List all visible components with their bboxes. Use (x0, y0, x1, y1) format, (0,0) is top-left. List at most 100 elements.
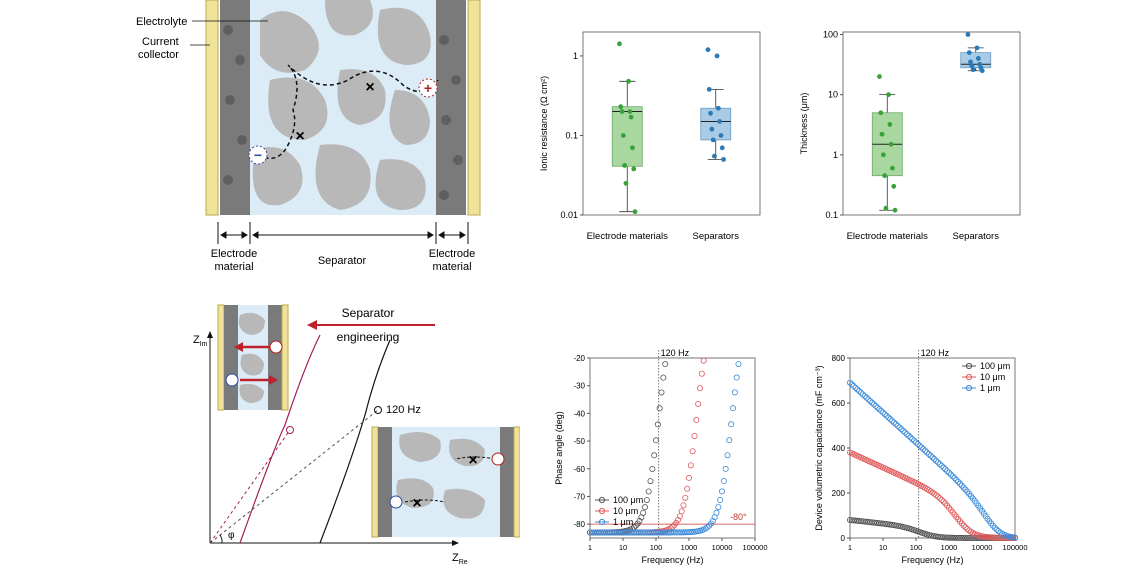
vline-label: 120 Hz (921, 348, 950, 358)
data-point (918, 444, 925, 451)
data-point (731, 389, 738, 396)
data-point (702, 525, 709, 532)
data-point (929, 454, 936, 461)
y-tick-label: 0.1 (825, 210, 838, 220)
data-point (958, 482, 965, 489)
thick-device-inset: × × (371, 426, 521, 538)
y-tick-label: 600 (832, 399, 846, 408)
data-point (630, 145, 635, 151)
y-tick-label: 1 (573, 51, 578, 61)
data-point (712, 153, 717, 159)
data-point (958, 520, 965, 527)
data-point (962, 486, 969, 493)
data-point (940, 464, 947, 471)
data-point (626, 78, 631, 84)
electrode-right (436, 0, 466, 215)
data-point (662, 361, 669, 368)
data-point (947, 471, 954, 478)
data-point (706, 522, 713, 529)
hline-label: -80° (730, 512, 747, 522)
data-point (894, 422, 901, 429)
negative-ion-sign: − (254, 147, 262, 163)
data-point (883, 412, 890, 419)
data-point (691, 432, 698, 439)
plot-frame (842, 31, 1021, 216)
data-point (627, 109, 633, 114)
data-point (951, 475, 958, 482)
data-point (882, 173, 888, 179)
data-point (890, 165, 895, 171)
current-collector-left (205, 0, 219, 216)
data-point (617, 41, 622, 47)
data-point (902, 429, 909, 436)
data-point (970, 67, 976, 73)
y-axis-label: Device volumetric capacitance (mF cm⁻³) (814, 365, 824, 530)
legend-swatch-marker (965, 373, 973, 381)
x-axis-label: Frequency (Hz) (901, 555, 963, 565)
legend-label: 100 μm (980, 361, 1010, 371)
legend-swatch-marker (598, 507, 606, 515)
data-point (993, 526, 1000, 533)
data-point (900, 427, 907, 434)
y-tick-label: 0 (841, 534, 846, 543)
data-point (619, 109, 625, 114)
data-point (632, 209, 638, 215)
label-material-right: material (432, 261, 471, 273)
data-point (718, 488, 725, 495)
bottom-schematic: ZIm ZRe 120 Hz φ Separator engineering (190, 295, 521, 570)
data-point (631, 166, 637, 172)
data-point (726, 437, 733, 444)
data-point (656, 405, 663, 412)
data-point (975, 56, 981, 61)
data-point (710, 137, 716, 143)
x-tick-label: Electrode materials (847, 231, 929, 242)
negative-ion (248, 145, 268, 165)
data-point (709, 126, 715, 132)
data-point (706, 86, 712, 92)
y-tick-label: 800 (832, 354, 846, 363)
data-point (852, 384, 859, 391)
data-point (955, 478, 962, 485)
box-body (611, 106, 643, 167)
data-point (620, 133, 626, 138)
data-point (856, 388, 863, 395)
data-point (933, 457, 940, 464)
x-tick-label: Electrode materials (587, 231, 669, 242)
y-tick-label: -70 (573, 492, 585, 501)
data-point (960, 484, 967, 491)
legend-swatch-marker (965, 384, 973, 392)
data-point (721, 157, 726, 162)
data-point (717, 119, 723, 124)
block-mark: × (295, 128, 304, 145)
y-tick-label: 10 (828, 90, 838, 100)
data-point (920, 446, 927, 453)
data-point (869, 399, 876, 406)
data-point (704, 524, 711, 531)
data-point (649, 466, 656, 473)
data-point (889, 417, 896, 424)
chart-thickness: 0.1 1 10 100 Thickness (μm) Electrode materia… (795, 20, 1030, 260)
positive-ion-sign: + (424, 80, 432, 96)
data-point (942, 500, 949, 507)
data-point (700, 357, 707, 364)
data-point (922, 447, 929, 454)
y-tick-label: 0.1 (565, 130, 578, 140)
data-point (629, 525, 636, 532)
y-tick-label: -40 (573, 409, 585, 418)
y-axis-label: Thickness (μm) (799, 93, 809, 155)
data-point (733, 374, 740, 381)
data-point (847, 379, 854, 386)
data-point (927, 452, 934, 459)
data-point (854, 386, 861, 393)
x-tick-label: 10000 (972, 543, 993, 552)
chart-capacitance: 1 10 100 1000 10000 100000 0 200 400 600 800 Freque… (810, 340, 1040, 570)
separator-pores (252, 0, 431, 210)
top-schematic: − + × × Electrolyte Current collector El… (120, 0, 500, 280)
x-tick-label: Separators (953, 231, 1000, 242)
block-mark: × (365, 79, 374, 96)
legend-swatch-marker (598, 518, 606, 526)
plot-frame (589, 357, 756, 539)
data-point (693, 416, 700, 423)
x-tick-label: 1 (588, 543, 592, 552)
x-tick-label: 10 (619, 543, 627, 552)
